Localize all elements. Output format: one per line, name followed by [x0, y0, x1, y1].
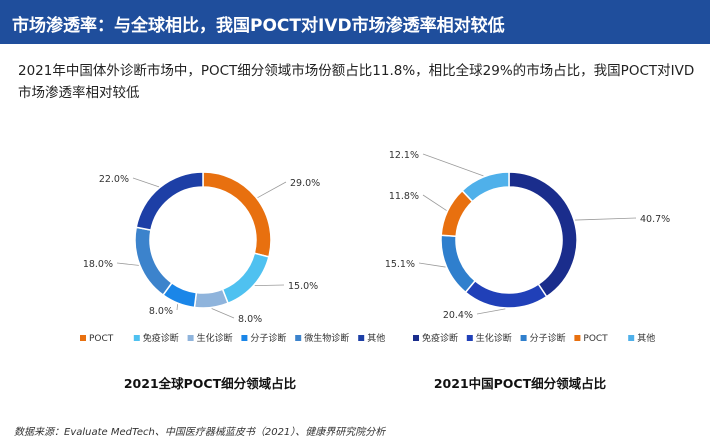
china-data-label-2: 15.1%	[385, 259, 415, 270]
china-data-label-4: 12.1%	[389, 150, 419, 161]
china-leader-4	[422, 153, 484, 177]
global-data-label-1: 15.0%	[288, 281, 318, 292]
china-legend-swatch-3	[574, 335, 581, 341]
china-slice-0	[508, 171, 578, 298]
global-leader-1	[254, 284, 285, 287]
page-title: 市场渗透率：与全球相比，我国POCT对IVD市场渗透率相对较低	[12, 16, 505, 36]
global-leader-3	[176, 304, 178, 311]
global-legend-label-2: 生化诊断	[197, 332, 233, 344]
data-source-note: 数据来源：Evaluate MedTech、中国医疗器械蓝皮书（2021）、健康…	[14, 427, 386, 438]
global-leader-5	[132, 177, 160, 188]
china-leader-3	[422, 194, 447, 211]
china-slice-2	[440, 234, 477, 294]
summary-text: 2021年中国体外诊断市场中，POCT细分领域市场份额占比11.8%，相比全球2…	[18, 63, 695, 101]
china-data-label-3: 11.8%	[389, 191, 419, 202]
global-legend-label-0: POCT	[89, 334, 114, 344]
china-slice-1	[464, 279, 548, 309]
china-legend-label-1: 生化诊断	[476, 332, 512, 344]
global-chart-title: 2021全球POCT细分领域占比	[123, 376, 297, 391]
china-leader-2	[418, 262, 446, 268]
global-leader-2	[211, 308, 235, 319]
china-legend-swatch-0	[413, 335, 419, 341]
global-legend-swatch-5	[358, 335, 365, 341]
global-data-label-0: 29.0%	[290, 178, 320, 189]
china-chart-title: 2021中国POCT细分领域占比	[433, 376, 607, 391]
china-legend-label-3: POCT	[583, 334, 608, 344]
china-legend-swatch-1	[466, 335, 473, 341]
china-legend-label-2: 分子诊断	[530, 332, 566, 344]
china-legend-swatch-4	[628, 335, 635, 341]
global-leader-4	[116, 262, 139, 266]
china-leader-0	[575, 217, 637, 221]
china-legend-swatch-2	[520, 335, 527, 341]
title-bar: 市场渗透率：与全球相比，我国POCT对IVD市场渗透率相对较低	[0, 0, 710, 44]
global-slice-5	[135, 171, 204, 231]
china-slice-4	[461, 171, 510, 203]
global-data-label-3: 8.0%	[149, 306, 173, 317]
global-legend-label-4: 微生物诊断	[304, 332, 349, 344]
china-legend-label-4: 其他	[637, 332, 655, 344]
global-data-label-2: 8.0%	[238, 314, 262, 325]
global-data-label-4: 18.0%	[83, 259, 113, 270]
global-legend-label-5: 其他	[367, 332, 385, 344]
china-data-label-0: 40.7%	[640, 214, 670, 225]
global-legend-label-3: 分子诊断	[250, 332, 286, 344]
global-slice-0	[202, 171, 272, 258]
global-slice-4	[134, 226, 173, 297]
global-data-label-5: 22.0%	[99, 174, 129, 185]
global-legend-swatch-2	[187, 335, 194, 341]
global-legend-swatch-3	[241, 335, 248, 341]
global-legend-label-1: 免疫诊断	[143, 332, 179, 344]
global-legend-swatch-1	[133, 335, 140, 341]
global-slice-1	[221, 252, 270, 305]
global-legend-swatch-4	[295, 335, 302, 341]
china-data-label-1: 20.4%	[443, 310, 473, 321]
china-leader-1	[476, 308, 506, 315]
global-legend-swatch-0	[80, 335, 86, 341]
global-slice-2	[193, 288, 230, 309]
china-legend-label-0: 免疫诊断	[422, 332, 458, 344]
global-leader-0	[257, 181, 287, 199]
